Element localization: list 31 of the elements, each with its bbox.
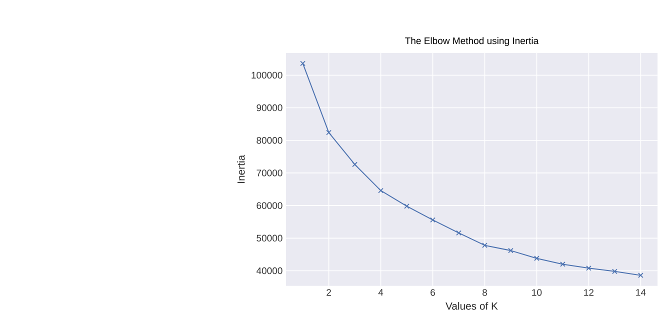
point: [638, 272, 644, 278]
point: [612, 268, 618, 274]
point: [456, 230, 462, 236]
y-tick-label: 70000: [256, 170, 282, 176]
y-axis-title: Inertia: [237, 155, 245, 184]
point: [326, 130, 332, 136]
x-tick-label: 6: [430, 289, 435, 296]
point: [586, 266, 592, 271]
point: [378, 188, 384, 194]
point: [508, 248, 514, 254]
y-tick-label: 80000: [256, 137, 282, 144]
point: [560, 262, 566, 268]
point: [534, 256, 540, 262]
x-tick-label: 4: [378, 289, 384, 296]
x-tick-label: 2: [326, 289, 331, 296]
y-tick-label: 60000: [256, 202, 282, 210]
y-tick-label: 50000: [256, 234, 282, 242]
x-tick-label: 10: [532, 289, 542, 296]
point: [482, 242, 488, 248]
x-tick-label: 8: [482, 289, 487, 296]
y-tick-label: 100000: [252, 72, 282, 79]
x-axis-title: Values of K: [446, 302, 498, 310]
x-tick-label: 12: [584, 289, 594, 296]
x-tick-label: 14: [636, 289, 646, 296]
y-tick-label: 90000: [256, 104, 282, 112]
point: [404, 204, 410, 210]
point: [430, 217, 436, 223]
y-tick-label: 40000: [256, 268, 282, 274]
chart-title: The Elbow Method using Inertia: [405, 37, 539, 46]
point: [352, 162, 358, 168]
point: [300, 60, 306, 66]
